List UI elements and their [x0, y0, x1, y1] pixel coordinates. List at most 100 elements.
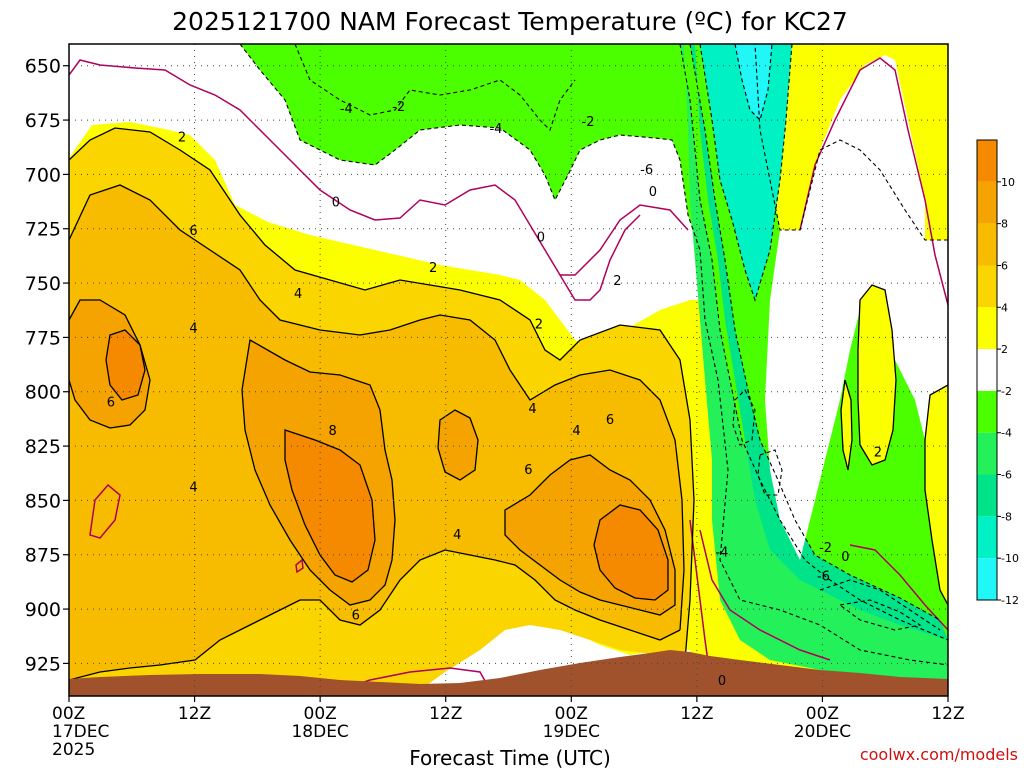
contour-2 — [69, 127, 695, 661]
legend-swatch — [977, 307, 997, 350]
contour-label: 2 — [874, 446, 882, 461]
legend-label: 4 — [1001, 301, 1008, 314]
contour-label: -2 — [582, 115, 595, 130]
contour-6-left — [69, 299, 151, 429]
legend-label: 10 — [1001, 176, 1015, 189]
contour-label: 2 — [613, 274, 621, 289]
x-tick-label: 00Z — [52, 704, 85, 724]
contour-zero-mid — [559, 214, 641, 301]
x-tick-label: 00Z — [806, 704, 839, 724]
terrain — [69, 650, 948, 696]
contour-label: 8 — [329, 424, 337, 439]
contour-label: 0 — [718, 674, 726, 689]
contour-label: -4 — [340, 102, 353, 117]
contour-label: -2 — [819, 541, 832, 556]
y-tick-label: 725 — [25, 219, 61, 241]
legend-frame — [976, 139, 998, 601]
contour-2-right-blob — [857, 284, 897, 466]
legend-label: -10 — [1001, 552, 1019, 565]
contour-label: 2 — [535, 317, 543, 332]
legend-swatch — [977, 558, 997, 600]
contour-label: 4 — [453, 528, 461, 543]
legend-label: -12 — [1001, 594, 1019, 607]
contour-6-right — [504, 454, 676, 616]
contour-label: 2 — [178, 130, 186, 145]
legend-swatch — [977, 181, 997, 224]
contour-minus4 — [679, 44, 948, 641]
y-tick-label: 675 — [25, 110, 61, 132]
contour-label: 6 — [606, 413, 614, 428]
chart-title: 2025121700 NAM Forecast Temperature (ºC)… — [172, 7, 848, 36]
x-tick-label: 00Z — [304, 704, 337, 724]
y-tick-label: 700 — [25, 164, 61, 186]
region-above-10-left — [106, 330, 145, 400]
contour-2-right-thin — [840, 379, 853, 471]
contour-8-center — [284, 429, 376, 583]
contour-zero-upper — [69, 59, 689, 276]
contour-zero-left-loop — [89, 483, 121, 539]
region-2-to-4-right-a — [858, 285, 896, 465]
contour-zero-right — [799, 57, 948, 306]
contour-minus8 — [699, 44, 793, 302]
region-0-to-2-right — [765, 140, 948, 560]
y-tick-label: 800 — [25, 382, 61, 404]
contour-minus8-loop-b — [757, 449, 783, 496]
region-minus6-core — [680, 44, 948, 690]
y-tick-label: 925 — [25, 653, 61, 675]
x-axis-label: Forecast Time (UTC) — [409, 746, 611, 768]
y-tick-label: 900 — [25, 599, 61, 621]
y-tick-label: 750 — [25, 273, 61, 295]
region-8-to-10-mid — [438, 410, 478, 480]
y-tick-label: 850 — [25, 490, 61, 512]
contour-label: 6 — [189, 224, 197, 239]
contour-label: -4 — [715, 546, 728, 561]
contour-labels: 2 -4 -2 -4 -2 0 0 0 -6 6 2 4 4 2 2 6 4 4 6 8 4 6 2 4 6 -4 -2 0 -6 0 — [107, 100, 882, 689]
contour-6-center — [241, 338, 396, 606]
legend-label: -8 — [1001, 510, 1012, 523]
contour-zero-lower-right — [699, 529, 831, 661]
contour-minus4-upper — [294, 44, 576, 132]
contour-minus2-right — [754, 44, 948, 241]
color-legend: 10 8 6 4 2 -2 -4 -6 -8 -10 -12 — [976, 139, 1019, 607]
contour-minus10 — [734, 44, 773, 122]
contour-label: 6 — [352, 609, 360, 624]
contour-label: 0 — [649, 185, 657, 200]
contour-label: 4 — [189, 322, 197, 337]
legend-swatch — [977, 349, 997, 391]
x-tick-label: 12Z — [429, 704, 462, 724]
credit-text: coolwx.com/models — [860, 745, 1018, 764]
contour-label: -6 — [817, 569, 830, 584]
legend-swatch — [977, 516, 997, 559]
contour-zero-small-loop — [295, 558, 304, 574]
region-2-to-4-right-c — [925, 385, 948, 605]
contour-2-far-right — [924, 384, 948, 606]
contour-label: -6 — [640, 163, 653, 178]
x-tick-label: 12Z — [680, 704, 713, 724]
x-tick-label: 19DEC — [543, 722, 600, 742]
y-tick-label: 875 — [25, 545, 61, 567]
contour-label: -4 — [489, 122, 502, 137]
contour-minus2-upper — [239, 44, 948, 666]
x-tick-label: 00Z — [555, 704, 588, 724]
contour-label: 4 — [189, 480, 197, 495]
region-minus10-core — [700, 44, 792, 300]
contour-8-left — [105, 329, 146, 401]
x-tick-label: 20DEC — [794, 722, 851, 742]
y-tick-label: 650 — [25, 56, 61, 78]
contour-6-mid — [437, 409, 479, 481]
contour-zero-far-right — [849, 544, 948, 631]
legend-label: -4 — [1001, 427, 1012, 440]
contour-label: 0 — [332, 196, 340, 211]
contour-minus6 — [689, 44, 941, 621]
legend-swatch — [977, 474, 997, 517]
y-tick-label: 775 — [25, 327, 61, 349]
legend-swatch — [977, 223, 997, 266]
contour-label: 6 — [524, 463, 532, 478]
contour-label: 4 — [528, 402, 536, 417]
x-tick-label: 18DEC — [291, 722, 348, 742]
contour-label: 0 — [841, 550, 849, 565]
plot-frame — [68, 43, 949, 697]
x-tick-label: 2025 — [52, 740, 95, 760]
